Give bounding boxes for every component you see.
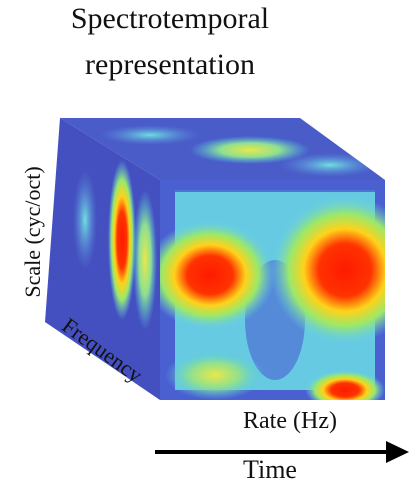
figure: Spectrotemporal representation Scale (cy… — [0, 0, 411, 485]
axis-label: Time — [243, 455, 297, 484]
axis-label: Rate (Hz) — [243, 408, 337, 434]
arrow-head — [386, 441, 409, 463]
axis-label: Scale (cyc/oct) — [20, 166, 45, 297]
cube-front — [145, 180, 411, 410]
title-line: Spectrotemporal — [71, 2, 269, 35]
title-line: representation — [85, 48, 255, 81]
